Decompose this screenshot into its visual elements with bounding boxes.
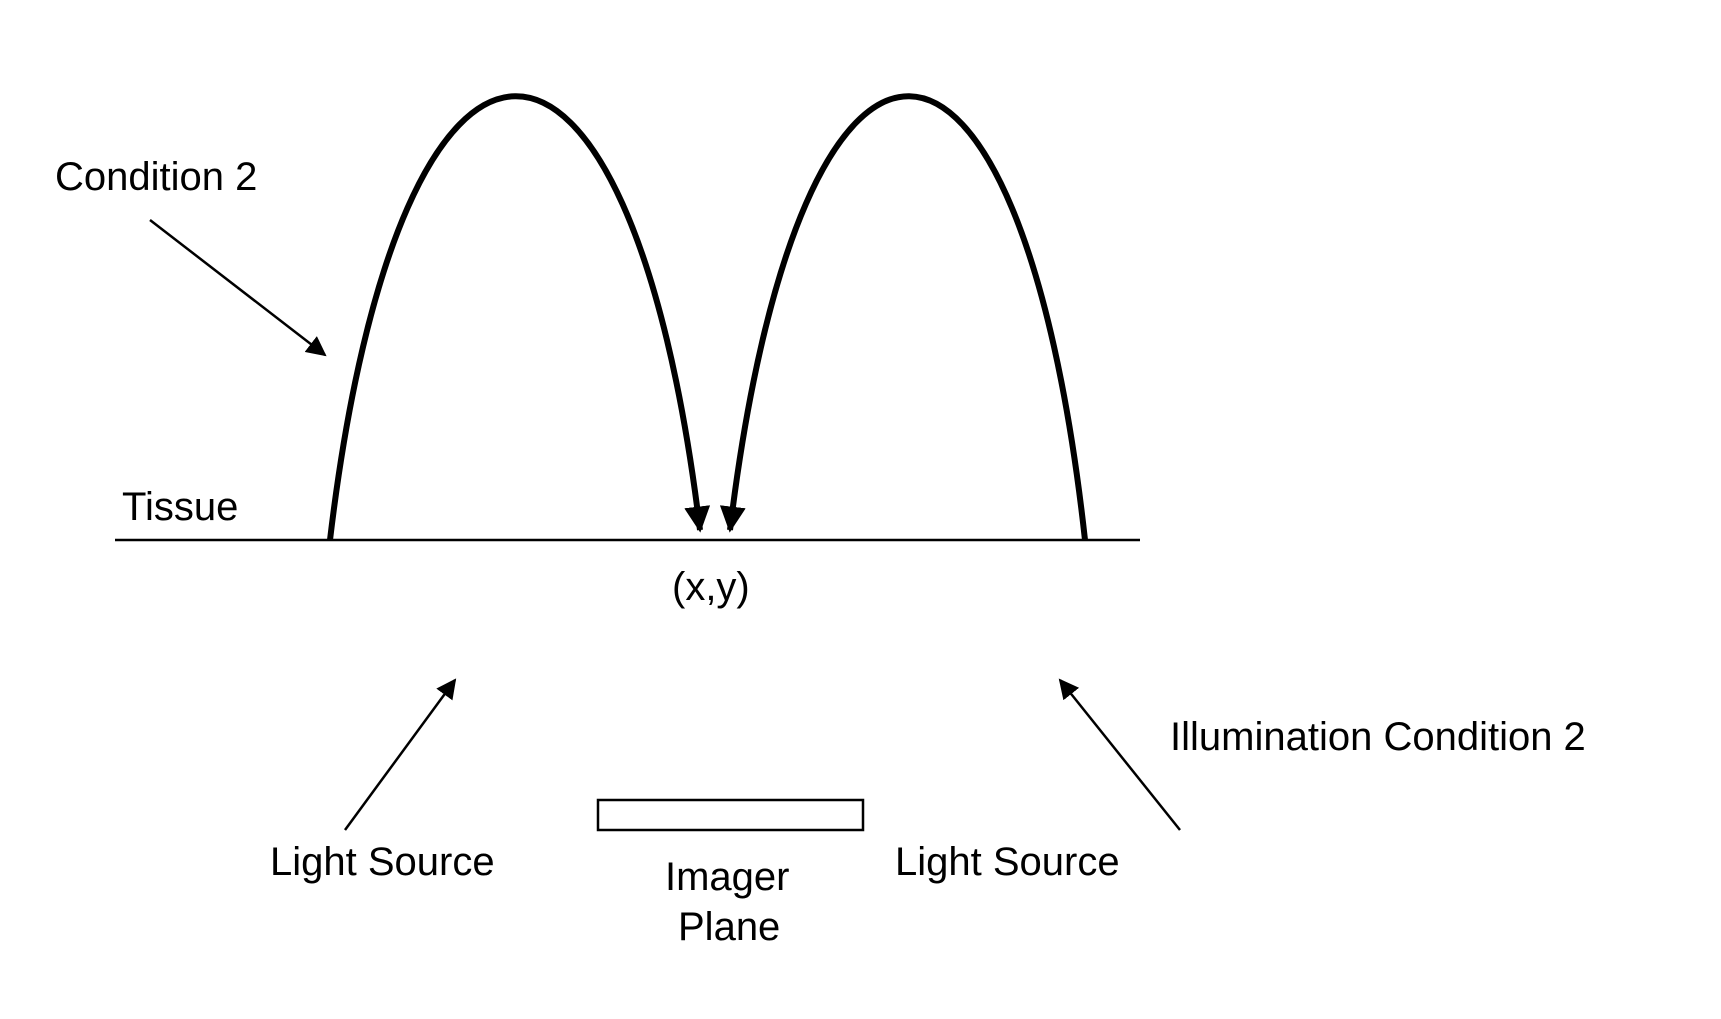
label-imager-plane-line2: Plane <box>678 905 780 950</box>
label-condition2: Condition 2 <box>55 155 257 200</box>
label-xy: (x,y) <box>672 565 750 610</box>
label-illumination-condition2: Illumination Condition 2 <box>1170 715 1586 760</box>
label-imager-plane-line1: Imager <box>665 855 790 900</box>
label-tissue: Tissue <box>122 485 238 530</box>
diagram-svg <box>0 0 1721 1019</box>
label-light-source-right: Light Source <box>895 840 1120 885</box>
diagram-canvas: { "canvas": { "width": 1721, "height": 1… <box>0 0 1721 1019</box>
label-light-source-left: Light Source <box>270 840 495 885</box>
